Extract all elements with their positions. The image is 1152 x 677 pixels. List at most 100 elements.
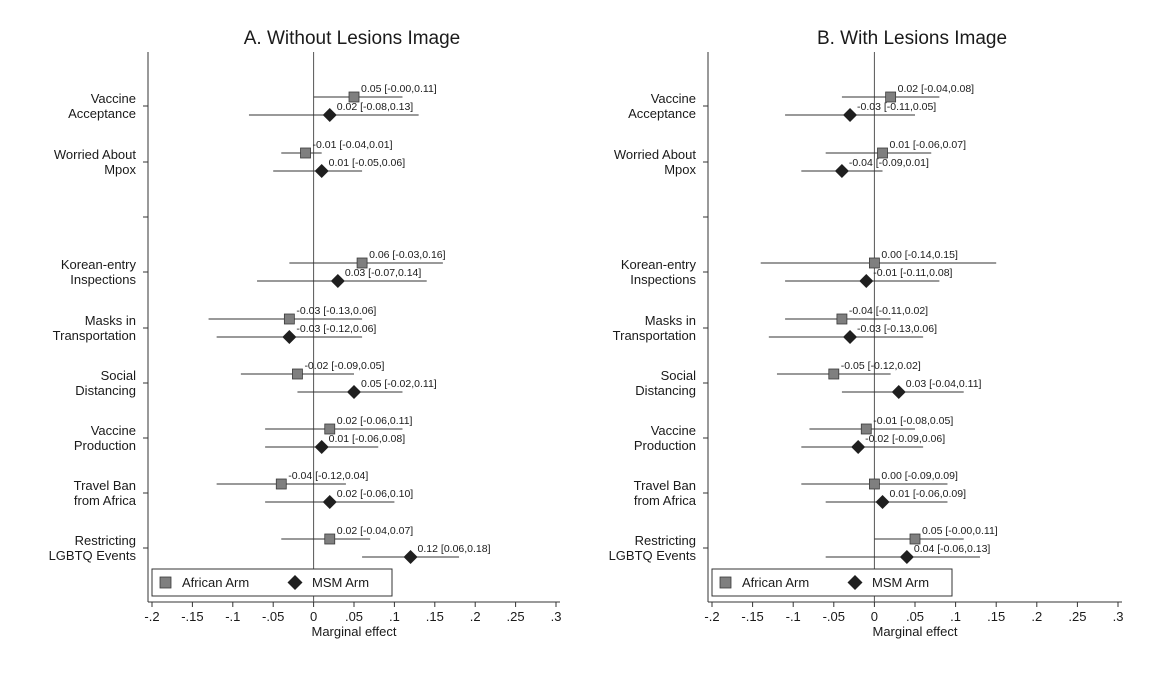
x-tick-label: .1 bbox=[950, 609, 961, 624]
ci-value-label: 0.00 [-0.09,0.09] bbox=[881, 470, 958, 482]
panel-title: A. Without Lesions Image bbox=[244, 28, 461, 49]
point-square bbox=[324, 533, 336, 545]
point-diamond bbox=[282, 330, 297, 344]
point-diamond bbox=[859, 274, 874, 288]
category-label: Vaccine bbox=[91, 91, 136, 106]
category-label: Acceptance bbox=[628, 106, 696, 121]
category-label: Vaccine bbox=[91, 423, 136, 438]
x-tick-label: .3 bbox=[1113, 609, 1124, 624]
category-label: Transportation bbox=[613, 328, 696, 343]
legend-box bbox=[711, 568, 953, 597]
legend-square-marker bbox=[719, 576, 732, 589]
ci-value-label: 0.03 [-0.07,0.14] bbox=[345, 267, 422, 279]
point-diamond bbox=[843, 108, 858, 122]
point-square bbox=[909, 533, 921, 545]
category-label: Production bbox=[634, 438, 696, 453]
ci-value-label: 0.01 [-0.06,0.08] bbox=[329, 433, 406, 445]
category-label: Mpox bbox=[664, 162, 696, 177]
category-label: Inspections bbox=[70, 272, 136, 287]
ci-value-label: -0.01 [-0.11,0.08] bbox=[873, 267, 952, 279]
point-square bbox=[877, 147, 888, 159]
category-label: Korean-entry bbox=[621, 257, 697, 272]
category-label: Worried About bbox=[614, 147, 697, 162]
ci-value-label: 0.01 [-0.05,0.06] bbox=[329, 157, 406, 169]
category-label: Travel Ban bbox=[74, 478, 136, 493]
legend-box bbox=[151, 568, 393, 597]
ci-value-label: 0.05 [-0.00,0.11] bbox=[922, 525, 998, 537]
ci-value-label: 0.02 [-0.06,0.10] bbox=[337, 488, 414, 500]
point-square bbox=[860, 423, 872, 435]
x-tick-label: -.05 bbox=[823, 609, 845, 624]
ci-value-label: -0.01 [-0.04,0.01] bbox=[313, 139, 393, 151]
ci-value-label: 0.05 [-0.00,0.11] bbox=[361, 83, 437, 95]
category-label: Worried About bbox=[54, 147, 137, 162]
ci-value-label: -0.05 [-0.12,0.02] bbox=[841, 360, 921, 372]
category-label: from Africa bbox=[634, 493, 697, 508]
category-label: Korean-entry bbox=[61, 257, 137, 272]
ci-value-label: -0.03 [-0.13,0.06] bbox=[296, 305, 376, 317]
point-square bbox=[300, 147, 311, 159]
ci-value-label: 0.04 [-0.06,0.13] bbox=[914, 543, 991, 555]
x-tick-label: .05 bbox=[345, 609, 363, 624]
category-label: Social bbox=[661, 368, 697, 383]
category-label: Masks in bbox=[645, 313, 696, 328]
ci-value-label: -0.04 [-0.12,0.04] bbox=[288, 470, 368, 482]
point-diamond bbox=[403, 550, 418, 564]
point-square bbox=[836, 313, 848, 325]
ci-value-label: 0.06 [-0.03,0.16] bbox=[369, 249, 446, 261]
ci-value-label: 0.01 [-0.06,0.07] bbox=[890, 139, 967, 151]
x-axis-title: Marginal effect bbox=[872, 624, 957, 639]
ci-value-label: 0.03 [-0.04,0.11] bbox=[906, 378, 982, 390]
x-tick-label: -.1 bbox=[786, 609, 801, 624]
point-square bbox=[828, 368, 840, 380]
point-diamond bbox=[834, 164, 849, 178]
point-diamond bbox=[314, 440, 329, 454]
point-square bbox=[348, 91, 360, 103]
ci-value-label: 0.01 [-0.06,0.09] bbox=[890, 488, 967, 500]
x-tick-label: .15 bbox=[426, 609, 444, 624]
ci-value-label: -0.03 [-0.13,0.06] bbox=[857, 323, 937, 335]
legend-square-marker bbox=[159, 576, 172, 589]
category-label: Masks in bbox=[85, 313, 136, 328]
point-square bbox=[324, 423, 336, 435]
category-label: Inspections bbox=[630, 272, 696, 287]
panel-a: A. Without Lesions ImageVaccineAcceptanc… bbox=[49, 28, 562, 639]
x-tick-label: -.15 bbox=[741, 609, 763, 624]
x-tick-label: .25 bbox=[1068, 609, 1086, 624]
x-tick-label: .3 bbox=[551, 609, 562, 624]
point-diamond bbox=[875, 495, 890, 509]
point-square bbox=[885, 91, 897, 103]
ci-value-label: -0.03 [-0.12,0.06] bbox=[296, 323, 376, 335]
ci-value-label: -0.02 [-0.09,0.05] bbox=[304, 360, 384, 372]
ci-value-label: -0.04 [-0.11,0.02] bbox=[849, 305, 928, 317]
x-tick-label: .05 bbox=[906, 609, 924, 624]
legend-entry: African Arm bbox=[742, 575, 809, 590]
legend-entry: MSM Arm bbox=[872, 575, 929, 590]
category-label: LGBTQ Events bbox=[609, 548, 697, 563]
category-label: LGBTQ Events bbox=[49, 548, 137, 563]
point-square bbox=[283, 313, 295, 325]
category-label: Vaccine bbox=[651, 91, 696, 106]
category-label: Production bbox=[74, 438, 136, 453]
x-axis-title: Marginal effect bbox=[311, 624, 396, 639]
category-label: Transportation bbox=[53, 328, 136, 343]
category-label: Restricting bbox=[635, 533, 696, 548]
point-diamond bbox=[899, 550, 914, 564]
x-tick-label: .25 bbox=[507, 609, 525, 624]
x-tick-label: -.2 bbox=[704, 609, 719, 624]
point-diamond bbox=[330, 274, 345, 288]
ci-value-label: -0.04 [-0.09,0.01] bbox=[849, 157, 929, 169]
ci-value-label: 0.05 [-0.02,0.11] bbox=[361, 378, 437, 390]
ci-value-label: 0.02 [-0.04,0.08] bbox=[898, 83, 975, 95]
x-tick-label: -.15 bbox=[181, 609, 203, 624]
x-tick-label: -.1 bbox=[225, 609, 240, 624]
x-tick-label: .2 bbox=[470, 609, 481, 624]
x-tick-label: .15 bbox=[987, 609, 1005, 624]
ci-value-label: -0.02 [-0.09,0.06] bbox=[865, 433, 945, 445]
point-diamond bbox=[322, 108, 337, 122]
legend-diamond-marker bbox=[847, 575, 863, 590]
panel-title: B. With Lesions Image bbox=[817, 28, 1007, 49]
